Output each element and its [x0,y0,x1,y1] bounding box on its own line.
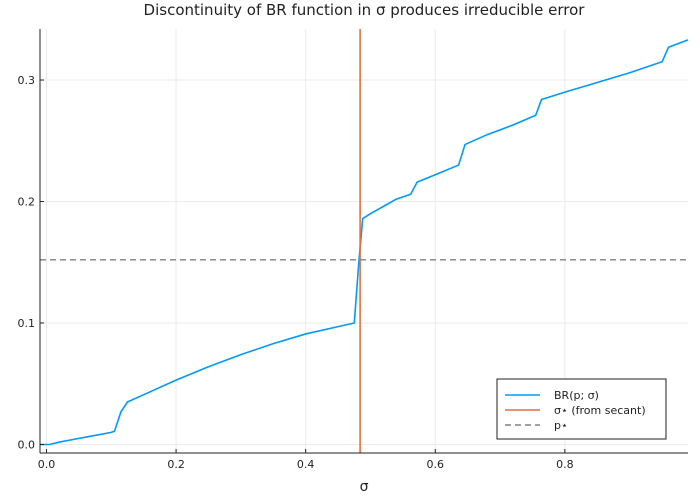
y-tick-label: 0.1 [18,317,36,330]
x-tick-label: 0.2 [167,458,185,471]
legend-label: p⋆ [554,419,568,432]
x-tick-label: 0.4 [297,458,315,471]
legend-entry-p-star: p⋆ [505,419,568,432]
chart-title: Discontinuity of BR function in σ produc… [144,1,586,19]
axes [39,29,688,454]
tick-labels: 0.0 0.2 0.4 0.6 0.8 0.0 0.1 0.2 0.3 [18,74,574,471]
y-tick-label: 0.3 [18,74,36,87]
legend-label: BR(p; σ) [554,389,599,402]
y-tick-label: 0.2 [18,196,36,209]
legend-entry-sigma-star: σ⋆ (from secant) [505,404,646,417]
legend-entry-br: BR(p; σ) [505,389,599,402]
x-tick-label: 0.0 [38,458,56,471]
x-tick-label: 0.6 [427,458,445,471]
legend-box [496,378,667,440]
x-tick-label: 0.8 [556,458,574,471]
grid-lines [40,29,688,453]
legend-label: σ⋆ (from secant) [554,404,646,417]
legend: BR(p; σ) σ⋆ (from secant) p⋆ [496,378,667,440]
x-axis-label: σ [360,479,369,495]
y-tick-label: 0.0 [18,438,36,451]
legend-entries: BR(p; σ) σ⋆ (from secant) p⋆ [505,389,646,432]
plot-series [40,29,689,453]
